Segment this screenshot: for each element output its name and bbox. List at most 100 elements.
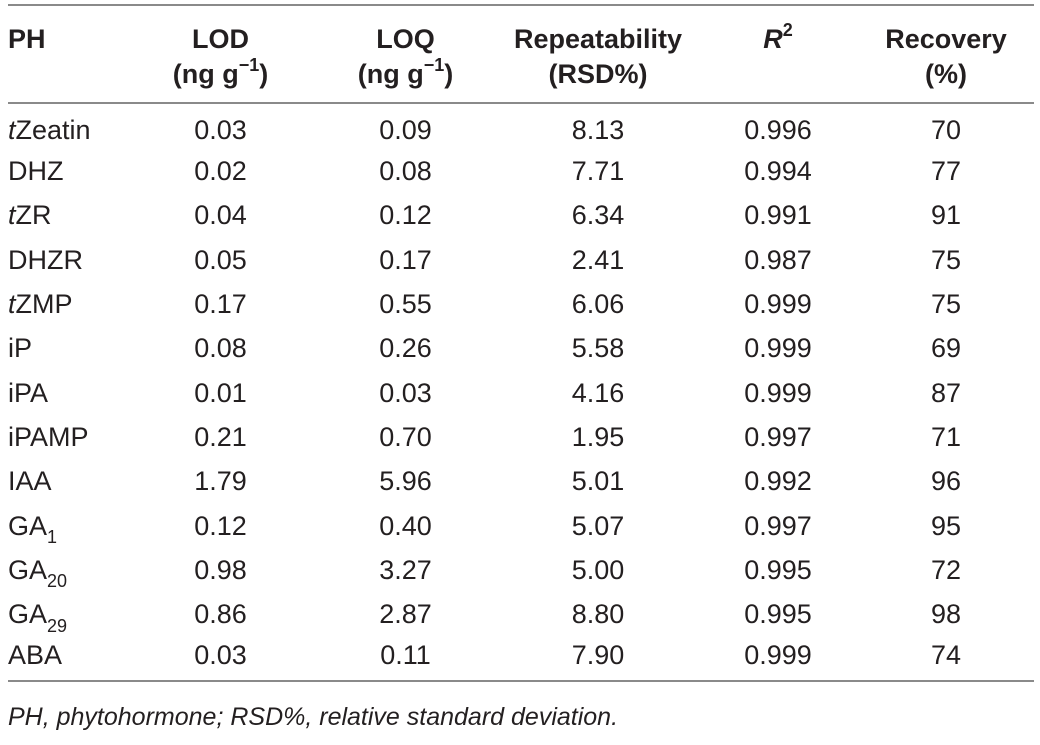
header-ph-label: PH <box>8 24 46 54</box>
cell-ph: ABA <box>8 636 128 680</box>
cell-loq: 0.12 <box>379 200 432 231</box>
cell-loq: 0.55 <box>379 289 432 320</box>
cell-recovery: 75 <box>930 244 962 275</box>
cell-ph: iP <box>8 326 128 370</box>
cell-ph: IAA <box>8 459 128 503</box>
cell-ph-subscript: 20 <box>47 571 68 592</box>
cell-lod: 0.04 <box>194 200 247 231</box>
cell-repeatability: 5.00 <box>571 554 625 585</box>
data-table-container: PH LOD (ng g−1) LOQ (ng g−1) Repeatabili… <box>8 4 1034 682</box>
cell-recovery: 96 <box>930 466 962 497</box>
cell-lod: 0.01 <box>194 377 247 408</box>
cell-loq: 0.17 <box>379 244 432 275</box>
header-lod-unit-sup: −1 <box>238 55 260 75</box>
cell-ph-name: iP <box>8 333 33 364</box>
cell-r2: 0.987 <box>744 244 812 275</box>
cell-ph: GA20 <box>8 548 128 592</box>
cell-repeatability: 7.71 <box>571 156 625 187</box>
cell-recovery: 70 <box>930 115 962 145</box>
header-recovery-unit: (%) <box>925 59 967 89</box>
cell-lod: 0.02 <box>194 156 247 187</box>
header-row: PH LOD (ng g−1) LOQ (ng g−1) Repeatabili… <box>8 5 1034 103</box>
cell-ph-name: ZR <box>15 200 52 231</box>
cell-ph-prefix: t <box>8 289 16 320</box>
cell-recovery: 69 <box>930 333 962 364</box>
table-row: tZR 0.04 0.12 6.34 0.991 91 <box>8 193 1034 237</box>
cell-recovery: 95 <box>930 510 962 541</box>
cell-ph: tZR <box>8 193 128 237</box>
table-row: iP 0.08 0.26 5.58 0.999 69 <box>8 326 1034 370</box>
cell-ph: iPA <box>8 370 128 414</box>
cell-lod: 0.98 <box>194 554 247 585</box>
table-row: GA29 0.86 2.87 8.80 0.995 98 <box>8 592 1034 636</box>
cell-ph-subscript: 1 <box>47 526 58 547</box>
cell-r2: 0.994 <box>744 156 812 187</box>
cell-recovery: 71 <box>930 421 962 452</box>
header-loq-unit-close: ) <box>444 59 454 89</box>
cell-ph-name: iPAMP <box>8 421 89 452</box>
table-row: DHZ 0.02 0.08 7.71 0.994 77 <box>8 149 1034 193</box>
cell-recovery: 91 <box>930 200 962 231</box>
cell-ph-prefix: t <box>8 115 16 145</box>
cell-ph-name: iPA <box>8 377 49 408</box>
header-lod-unit-text: (ng g <box>172 59 239 89</box>
header-r2-sup: 2 <box>782 20 793 40</box>
cell-recovery: 72 <box>930 554 962 585</box>
header-loq-unit: (ng g−1) <box>357 56 454 89</box>
cell-lod: 0.21 <box>194 421 247 452</box>
table-body: tZeatin 0.03 0.09 8.13 0.996 70 DHZ 0.02 0.08 7.7… <box>8 103 1034 681</box>
cell-repeatability: 6.06 <box>571 289 625 320</box>
cell-lod: 0.03 <box>194 115 247 145</box>
cell-repeatability: 8.13 <box>571 115 625 145</box>
cell-lod: 0.86 <box>194 599 247 630</box>
cell-recovery: 74 <box>930 640 962 671</box>
cell-repeatability: 7.90 <box>571 640 625 671</box>
cell-ph-name: DHZR <box>8 244 83 275</box>
table-row: iPAMP 0.21 0.70 1.95 0.997 71 <box>8 415 1034 459</box>
cell-recovery: 98 <box>930 599 962 630</box>
header-r2: R2 <box>698 5 858 103</box>
cell-recovery: 87 <box>930 377 962 408</box>
header-repeatability: Repeatability (RSD%) <box>498 5 698 103</box>
cell-ph-name: DHZ <box>8 156 64 187</box>
cell-ph: tZeatin <box>8 103 128 149</box>
header-r2-label: R <box>763 24 783 54</box>
cell-r2: 0.999 <box>744 289 812 320</box>
cell-lod: 0.08 <box>194 333 247 364</box>
cell-lod: 0.05 <box>194 244 247 275</box>
header-loq-unit-text: (ng g <box>357 59 424 89</box>
cell-ph-name: IAA <box>8 466 52 497</box>
cell-repeatability: 5.07 <box>571 510 625 541</box>
table-footnote: PH, phytohormone; RSD%, relative standar… <box>8 703 619 731</box>
table-row: GA1 0.12 0.40 5.07 0.997 95 <box>8 503 1034 547</box>
table-row: GA20 0.98 3.27 5.00 0.995 72 <box>8 548 1034 592</box>
table-row: ABA 0.03 0.11 7.90 0.999 74 <box>8 636 1034 680</box>
cell-lod: 1.79 <box>194 466 247 497</box>
header-loq-label: LOQ <box>376 24 435 54</box>
cell-repeatability: 5.01 <box>571 466 625 497</box>
header-lod-unit: (ng g−1) <box>172 56 269 89</box>
cell-lod: 0.12 <box>194 510 247 541</box>
cell-ph: DHZR <box>8 238 128 282</box>
cell-r2: 0.995 <box>744 599 812 630</box>
cell-ph-name: ABA <box>8 640 63 671</box>
cell-lod: 0.17 <box>194 289 247 320</box>
table-header: PH LOD (ng g−1) LOQ (ng g−1) Repeatabili… <box>8 5 1034 103</box>
header-lod: LOD (ng g−1) <box>128 5 313 103</box>
cell-r2: 0.999 <box>744 377 812 408</box>
cell-ph-name: GA <box>8 510 48 541</box>
cell-ph: DHZ <box>8 149 128 193</box>
header-lod-label: LOD <box>192 24 249 54</box>
cell-loq: 3.27 <box>379 554 432 585</box>
cell-ph-name: GA <box>8 599 48 630</box>
cell-repeatability: 5.58 <box>571 333 625 364</box>
cell-loq: 0.03 <box>379 377 432 408</box>
cell-r2: 0.997 <box>744 421 812 452</box>
table-row: tZeatin 0.03 0.09 8.13 0.996 70 <box>8 103 1034 149</box>
header-loq: LOQ (ng g−1) <box>313 5 498 103</box>
cell-loq: 0.40 <box>379 510 432 541</box>
cell-ph: GA29 <box>8 592 128 636</box>
cell-r2: 0.997 <box>744 510 812 541</box>
cell-repeatability: 2.41 <box>571 244 625 275</box>
cell-loq: 0.26 <box>379 333 432 364</box>
